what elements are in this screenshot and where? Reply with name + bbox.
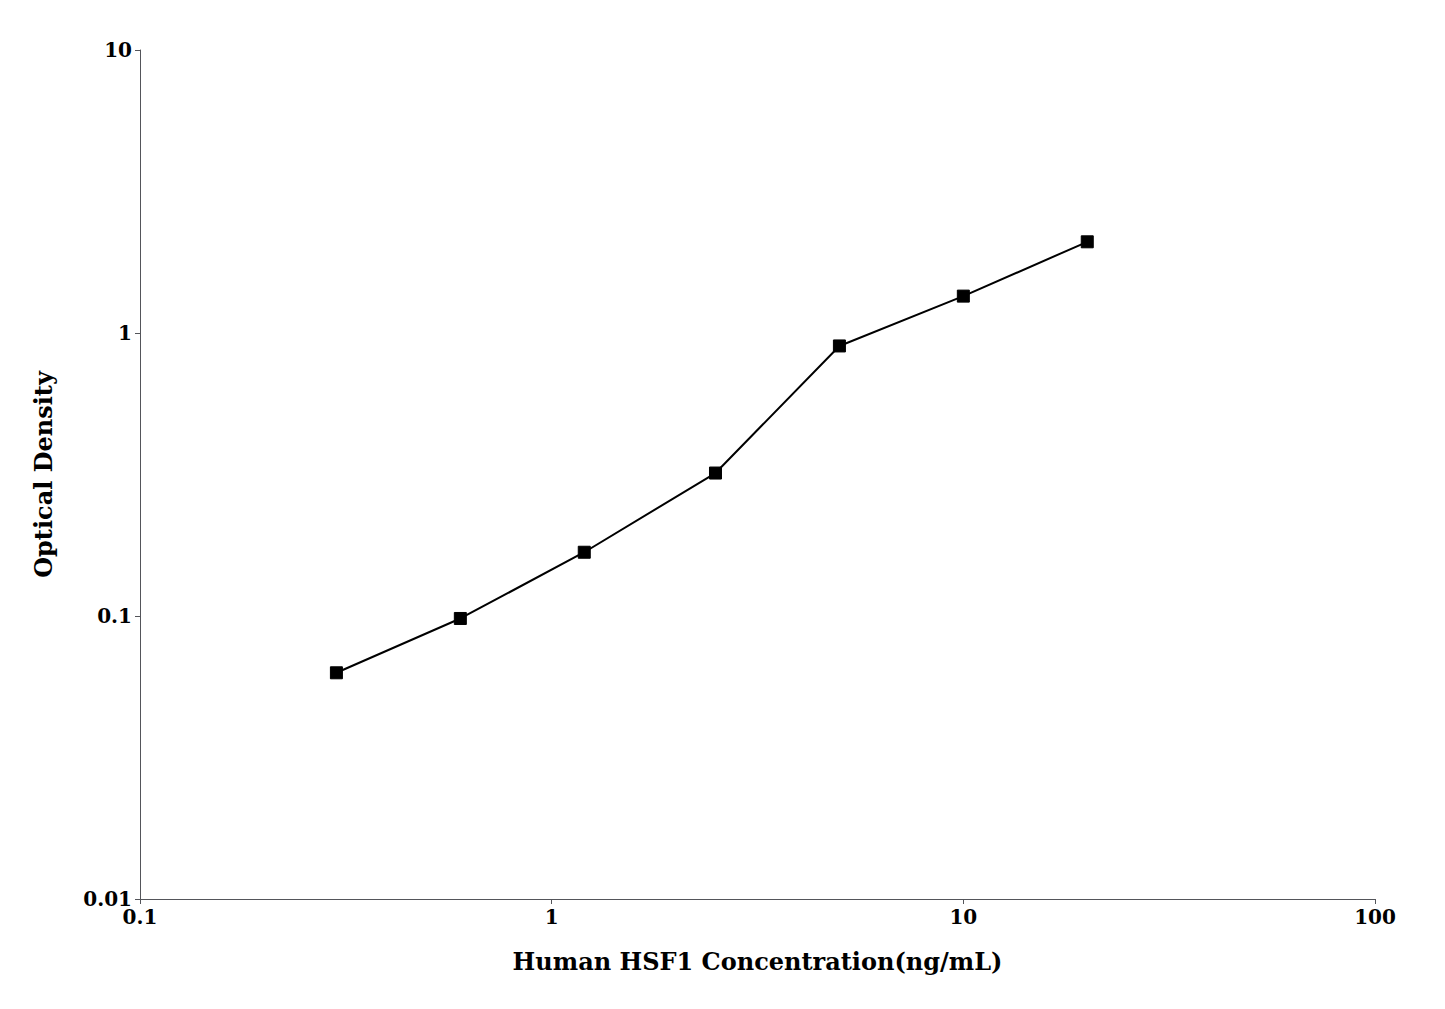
svg-text:Optical Density: Optical Density xyxy=(29,370,58,578)
svg-text:0.01: 0.01 xyxy=(83,887,132,911)
svg-text:0.1: 0.1 xyxy=(123,905,158,929)
svg-text:10: 10 xyxy=(104,38,132,62)
svg-text:10: 10 xyxy=(949,905,977,929)
svg-text:0.1: 0.1 xyxy=(97,604,132,628)
svg-text:1: 1 xyxy=(545,905,559,929)
svg-text:Human HSF1 Concentration(ng/mL: Human HSF1 Concentration(ng/mL) xyxy=(513,947,1003,976)
svg-text:100: 100 xyxy=(1354,905,1396,929)
svg-text:1: 1 xyxy=(118,321,132,345)
